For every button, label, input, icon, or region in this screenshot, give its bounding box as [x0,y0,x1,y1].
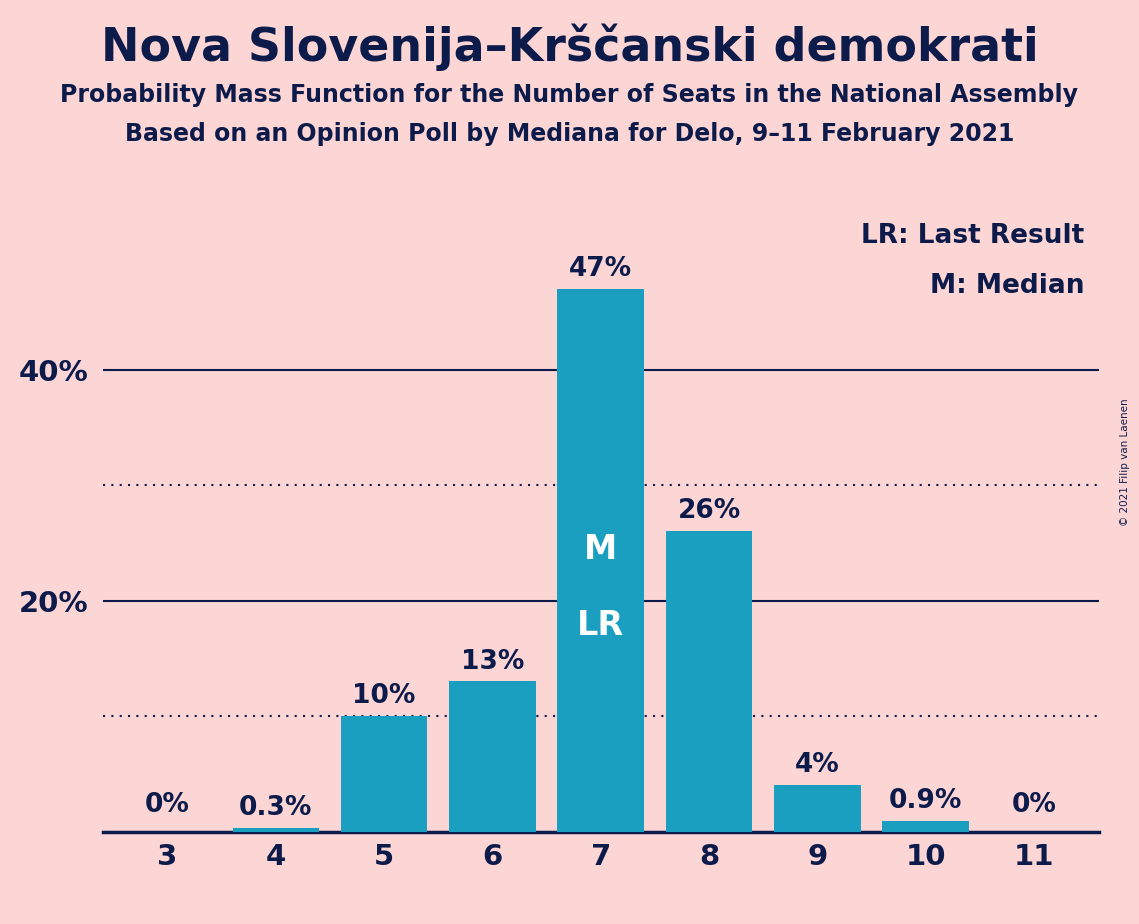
Bar [341,716,427,832]
Text: LR: LR [577,609,624,642]
Bar [557,288,645,832]
Text: 0%: 0% [1011,792,1057,818]
Text: 4%: 4% [795,752,839,778]
Text: 26%: 26% [678,498,740,525]
Text: Nova Slovenija–Krščanski demokrati: Nova Slovenija–Krščanski demokrati [100,23,1039,70]
Text: 47%: 47% [570,256,632,282]
Text: LR: Last Result: LR: Last Result [861,224,1084,249]
Text: 0.3%: 0.3% [239,796,312,821]
Bar [775,785,861,832]
Text: M: Median: M: Median [929,274,1084,299]
Text: Probability Mass Function for the Number of Seats in the National Assembly: Probability Mass Function for the Number… [60,83,1079,107]
Text: 10%: 10% [352,683,416,710]
Bar [883,821,969,832]
Text: © 2021 Filip van Laenen: © 2021 Filip van Laenen [1120,398,1130,526]
Text: 13%: 13% [461,649,524,675]
Text: Based on an Opinion Poll by Mediana for Delo, 9–11 February 2021: Based on an Opinion Poll by Mediana for … [125,122,1014,146]
Bar [666,531,753,832]
Bar [449,682,535,832]
Text: 0.9%: 0.9% [890,788,962,814]
Text: M: M [584,533,617,565]
Text: 0%: 0% [145,792,190,818]
Bar [232,828,319,832]
